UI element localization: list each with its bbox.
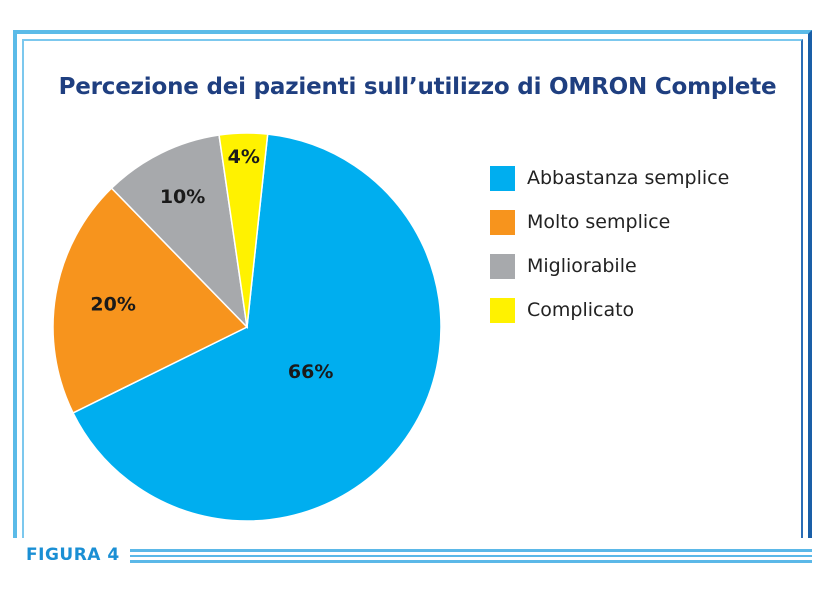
pie-slice-complicato — [218, 132, 269, 328]
legend-swatch — [490, 165, 515, 191]
legend-swatch — [490, 297, 515, 323]
pie-slice-abbastanza-semplice — [72, 133, 442, 522]
figure-label: FIGURA 4 — [26, 545, 120, 565]
legend-label: Complicato — [527, 299, 635, 321]
slice-label: 4% — [228, 146, 260, 168]
slice-label: 66% — [288, 361, 333, 383]
legend-swatch — [490, 253, 515, 279]
legend-label: Abbastanza semplice — [527, 167, 730, 189]
legend-item-migliorabile: Migliorabile — [490, 244, 729, 288]
legend-label: Migliorabile — [527, 255, 637, 277]
pie-slice-molto-semplice — [52, 187, 249, 414]
legend-item-molto-semplice: Molto semplice — [490, 200, 729, 244]
legend: Abbastanza semplice Molto semplice Migli… — [490, 156, 729, 332]
slice-label: 20% — [90, 294, 135, 316]
slice-label: 10% — [160, 186, 205, 208]
footer-line — [130, 560, 812, 563]
legend-label: Molto semplice — [527, 211, 671, 233]
chart-title: Percezione dei pazienti sull’utilizzo di… — [58, 74, 777, 100]
legend-item-complicato: Complicato — [490, 288, 729, 332]
footer-line — [130, 549, 812, 552]
pie-slice-migliorabile — [110, 134, 249, 330]
footer-line — [130, 555, 812, 557]
legend-swatch — [490, 209, 515, 235]
legend-item-abbastanza-semplice: Abbastanza semplice — [490, 156, 729, 200]
